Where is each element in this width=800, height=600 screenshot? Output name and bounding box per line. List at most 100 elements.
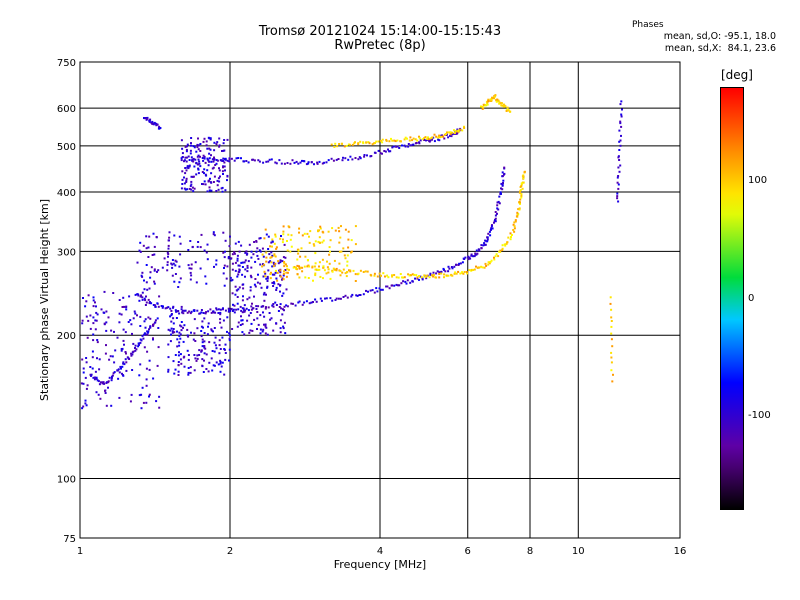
- echo-point: [220, 365, 223, 368]
- echo-point: [222, 166, 224, 169]
- echo-point: [191, 186, 194, 189]
- echo-point: [190, 137, 193, 139]
- echo-point: [398, 147, 401, 149]
- echo-point: [241, 273, 244, 276]
- echo-point: [244, 251, 247, 254]
- echo-point: [139, 338, 142, 341]
- echo-point: [246, 264, 249, 267]
- echo-point: [156, 270, 158, 273]
- echo-point: [265, 160, 268, 163]
- echo-point: [96, 339, 99, 341]
- echo-point: [279, 303, 282, 306]
- colorbar-tick-label: 0: [748, 292, 755, 304]
- echo-point: [190, 267, 193, 270]
- echo-point: [234, 269, 237, 272]
- echo-point: [620, 100, 623, 103]
- echo-point: [257, 273, 259, 276]
- echo-point: [619, 144, 622, 147]
- echo-point: [275, 246, 278, 249]
- echo-point: [195, 173, 198, 176]
- echo-point: [162, 305, 164, 308]
- echo-point: [391, 139, 394, 142]
- echo-point: [274, 161, 277, 164]
- echo-point: [394, 140, 397, 143]
- echo-point: [153, 321, 156, 324]
- echo-point: [208, 152, 211, 155]
- echo-point: [184, 156, 187, 159]
- echo-point: [433, 133, 436, 136]
- echo-point: [431, 138, 433, 141]
- echo-point: [139, 295, 142, 298]
- echo-point: [187, 167, 190, 170]
- echo-point: [166, 263, 169, 266]
- echo-point: [189, 271, 192, 274]
- echo-point: [303, 265, 306, 268]
- echo-point: [183, 324, 186, 327]
- echo-point: [178, 351, 180, 354]
- echo-point: [483, 242, 486, 245]
- echo-point: [113, 371, 116, 374]
- echo-point: [514, 219, 517, 222]
- echo-point: [440, 135, 443, 138]
- echo-point: [327, 159, 330, 162]
- echo-point: [203, 168, 206, 171]
- echo-point: [149, 326, 152, 329]
- echo-point: [437, 138, 440, 141]
- echo-point: [213, 265, 215, 268]
- echo-point: [120, 349, 123, 352]
- echo-point: [226, 174, 229, 177]
- echo-point: [131, 353, 134, 356]
- echo-point: [419, 275, 422, 278]
- echo-point: [129, 319, 132, 322]
- echo-point: [102, 381, 105, 384]
- echo-point: [283, 265, 286, 268]
- echo-point: [319, 297, 322, 300]
- echo-point: [244, 259, 247, 262]
- echo-point: [84, 399, 87, 402]
- echo-point: [393, 284, 396, 287]
- echo-point: [312, 279, 314, 282]
- echo-point: [224, 158, 227, 161]
- echo-point: [277, 260, 280, 263]
- echo-point: [290, 234, 293, 237]
- echo-point: [493, 221, 495, 224]
- echo-point: [476, 252, 479, 255]
- echo-point: [243, 160, 246, 163]
- echo-point: [119, 365, 122, 368]
- echo-point: [280, 307, 283, 310]
- echo-point: [338, 250, 341, 253]
- echo-point: [118, 371, 121, 374]
- echo-point: [513, 227, 516, 230]
- echo-point: [104, 389, 106, 392]
- echo-point: [237, 273, 240, 276]
- echo-point: [222, 149, 225, 152]
- echo-point: [477, 248, 480, 251]
- echo-point: [502, 105, 505, 108]
- echo-point: [307, 161, 310, 164]
- echo-point: [216, 159, 219, 162]
- echo-point: [113, 361, 116, 364]
- echo-point: [269, 260, 272, 263]
- echo-point: [201, 365, 204, 368]
- echo-point: [495, 253, 498, 256]
- echo-point: [362, 271, 365, 273]
- echo-point: [231, 268, 234, 271]
- echo-point: [135, 348, 138, 351]
- echo-point: [233, 159, 236, 162]
- echo-point: [186, 328, 189, 331]
- echo-point: [261, 253, 264, 256]
- echo-point: [179, 333, 182, 336]
- echo-point: [169, 329, 172, 332]
- echo-point: [617, 175, 620, 177]
- echo-point: [346, 271, 348, 274]
- echo-point: [123, 305, 125, 308]
- echo-point: [296, 264, 299, 267]
- echo-point: [240, 244, 243, 247]
- echo-point: [178, 235, 181, 238]
- echo-point: [209, 137, 212, 140]
- echo-point: [212, 181, 215, 183]
- echo-point: [148, 359, 151, 362]
- echo-point: [314, 274, 317, 277]
- echo-point: [447, 136, 450, 139]
- echo-point: [227, 256, 230, 258]
